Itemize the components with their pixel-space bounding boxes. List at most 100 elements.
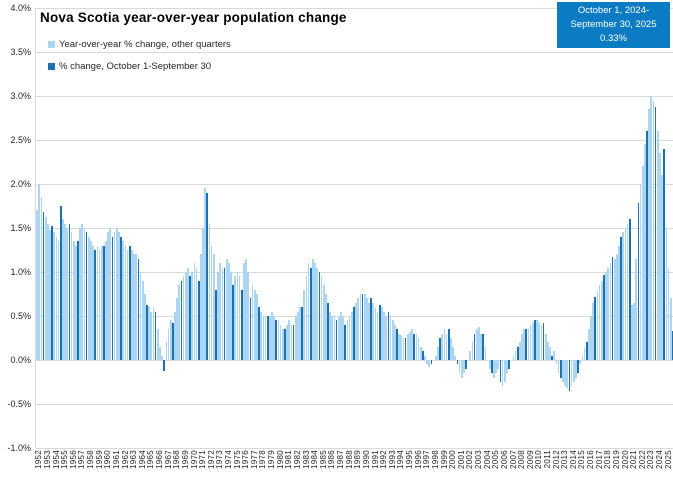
bar-oct-sep: [490, 360, 493, 374]
bar-other-quarters: [87, 236, 90, 360]
bar-other-quarters: [348, 316, 351, 360]
bar-other-quarters: [268, 316, 271, 360]
bar-other-quarters: [557, 360, 560, 374]
bar-other-quarters: [264, 316, 267, 360]
x-tick-label: 1968: [172, 450, 182, 469]
bar-other-quarters: [385, 316, 388, 360]
y-tick-label: 0.5%: [10, 311, 31, 321]
bar-other-quarters: [536, 320, 538, 360]
bar-other-quarters: [415, 333, 418, 360]
y-tick-label: 2.5%: [10, 135, 31, 145]
bar-other-quarters: [342, 316, 344, 360]
bar-other-quarters: [204, 188, 206, 360]
bar-other-quarters: [478, 326, 480, 360]
bar-other-quarters: [131, 250, 133, 360]
bar-oct-sep: [85, 232, 88, 360]
x-tick-label: 2005: [491, 450, 501, 469]
bar-other-quarters: [81, 223, 84, 360]
x-tick-label: 1997: [422, 450, 432, 469]
bar-oct-sep: [111, 236, 114, 360]
bar-other-quarters: [450, 338, 452, 360]
bar-other-quarters: [381, 307, 383, 360]
bar-other-quarters: [644, 144, 646, 360]
bar-other-quarters: [391, 320, 394, 360]
bar-other-quarters: [529, 324, 532, 360]
bar-other-quarters: [434, 355, 437, 360]
bar-oct-sep: [508, 360, 510, 369]
bar-other-quarters: [247, 272, 250, 360]
bar-other-quarters: [607, 267, 610, 360]
x-tick-label: 1953: [42, 450, 52, 469]
x-tick-label: 1969: [180, 450, 190, 469]
bar-other-quarters: [400, 335, 403, 360]
bar-other-quarters: [527, 329, 530, 360]
bar-other-quarters: [540, 324, 543, 360]
bar-other-quarters: [167, 329, 170, 360]
bar-other-quarters: [484, 346, 487, 360]
bar-other-quarters: [350, 311, 353, 360]
bar-oct-sep: [94, 250, 97, 360]
bar-other-quarters: [262, 316, 265, 360]
bar-oct-sep: [59, 206, 62, 360]
bar-oct-sep: [146, 305, 148, 360]
bar-other-quarters: [333, 316, 336, 360]
bar-oct-sep: [430, 360, 433, 365]
bar-other-quarters: [133, 254, 135, 360]
x-tick-label: 2000: [448, 450, 458, 469]
bar-other-quarters: [555, 360, 558, 365]
bar-other-quarters: [372, 302, 375, 360]
bar-other-quarters: [36, 210, 38, 360]
x-tick-label: 1979: [267, 450, 277, 469]
bar-other-quarters: [294, 316, 297, 360]
bar-other-quarters: [279, 324, 282, 360]
bar-other-quarters: [618, 245, 620, 360]
bar-other-quarters: [303, 289, 306, 360]
bar-other-quarters: [245, 258, 247, 360]
bar-oct-sep: [249, 298, 252, 360]
y-tick-label: -0.5%: [7, 399, 31, 409]
bar-other-quarters: [581, 355, 584, 360]
bar-other-quarters: [193, 263, 196, 360]
callout-line-1: October 1, 2024-: [577, 5, 650, 16]
bar-oct-sep: [189, 276, 191, 360]
bar-other-quarters: [161, 355, 163, 360]
bar-oct-sep: [128, 245, 131, 360]
bar-other-quarters: [454, 355, 457, 360]
bar-oct-sep: [275, 320, 278, 360]
bar-other-quarters: [566, 360, 569, 389]
bar-other-quarters: [355, 302, 357, 360]
y-tick-label: 2.0%: [10, 179, 31, 189]
bar-oct-sep: [525, 329, 528, 360]
bar-other-quarters: [122, 241, 125, 360]
bar-other-quarters: [389, 316, 392, 360]
bar-oct-sep: [77, 241, 79, 360]
gridline: [36, 447, 673, 449]
bar-other-quarters: [79, 228, 81, 360]
bar-oct-sep: [559, 360, 562, 378]
bar-other-quarters: [398, 333, 400, 360]
bar-oct-sep: [654, 107, 657, 360]
bar-other-quarters: [547, 342, 549, 360]
bar-other-quarters: [83, 228, 86, 360]
legend: Year-over-year % change, other quarters …: [48, 33, 231, 77]
bar-other-quarters: [148, 307, 150, 360]
bar-oct-sep: [594, 296, 597, 360]
bar-oct-sep: [663, 148, 666, 360]
bar-oct-sep: [137, 258, 140, 360]
bar-oct-sep: [422, 351, 424, 360]
bar-other-quarters: [38, 184, 41, 360]
bar-other-quarters: [271, 311, 273, 360]
bar-other-quarters: [281, 329, 284, 360]
bar-other-quarters: [92, 245, 94, 360]
bar-oct-sep: [353, 307, 355, 360]
bar-other-quarters: [141, 280, 144, 360]
bar-oct-sep: [482, 333, 485, 360]
gridline: [36, 271, 673, 273]
x-tick-label: 1963: [129, 450, 139, 469]
bar-other-quarters: [641, 166, 644, 360]
bar-other-quarters: [126, 250, 129, 360]
x-tick-label: 2021: [629, 450, 639, 469]
callout-line-3: 0.33%: [600, 33, 627, 44]
bar-oct-sep: [620, 236, 622, 360]
bar-other-quarters: [100, 245, 103, 360]
